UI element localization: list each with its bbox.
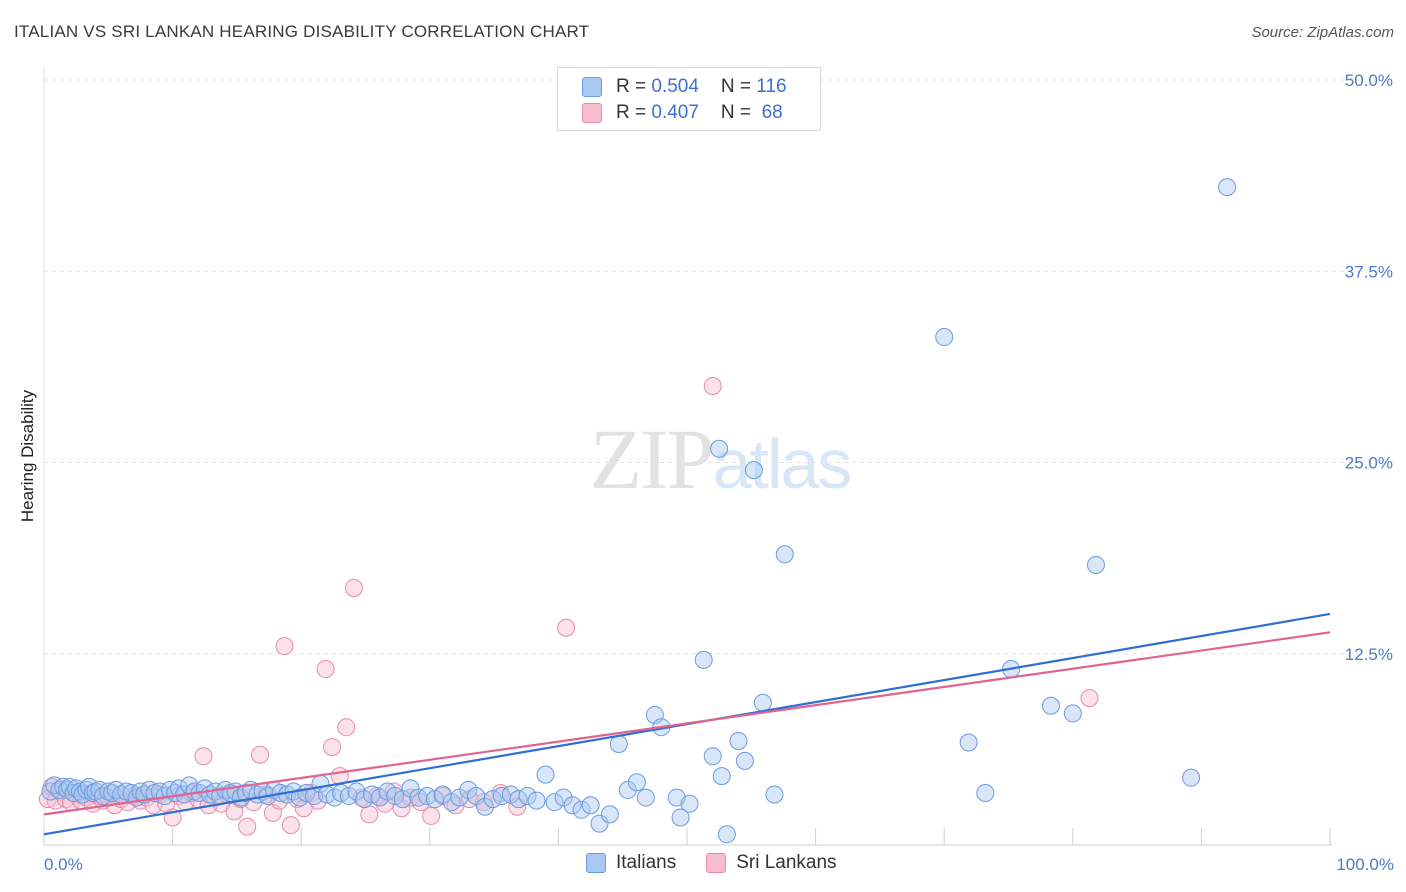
italian-point xyxy=(536,765,555,784)
italian-point xyxy=(545,793,564,812)
srilankan-point xyxy=(281,816,300,835)
srilankan-point xyxy=(238,817,257,836)
legend-row-srilankans: R = 0.407 N = 68 xyxy=(582,101,783,125)
legend-item-italians: Italians xyxy=(586,852,676,874)
watermark-zip: ZIP xyxy=(590,411,713,507)
srilankan-point xyxy=(703,377,722,395)
italian-point xyxy=(1063,704,1082,723)
italian-point xyxy=(976,783,995,802)
legend-n-label: N = xyxy=(720,102,757,123)
srilankan-point xyxy=(422,806,441,825)
trend-lines xyxy=(43,612,1331,836)
srilankans-legend-label: Sri Lankans xyxy=(736,852,837,873)
legend-n-value: 68 xyxy=(756,102,783,123)
legend-r-value: 0.407 xyxy=(651,102,699,123)
italian-point xyxy=(325,788,344,807)
watermark: ZIPatlas xyxy=(590,411,851,507)
italian-point xyxy=(572,800,591,819)
italian-point xyxy=(518,787,537,806)
srilankan-point xyxy=(344,578,363,597)
legend-n-label: N = xyxy=(720,76,757,97)
srilankan-point xyxy=(294,799,313,818)
italian-point xyxy=(554,788,573,807)
italian-point xyxy=(476,797,495,816)
srilankan-point xyxy=(337,718,356,737)
legend-item-srilankans: Sri Lankans xyxy=(706,852,837,874)
srilankans-points xyxy=(38,377,1099,836)
italian-point xyxy=(694,650,713,669)
italian-point xyxy=(710,439,729,458)
y-axis-label: Hearing Disability xyxy=(18,389,37,522)
srilankan-point xyxy=(557,618,576,637)
y-tick-label: 37.5% xyxy=(1345,262,1393,281)
italian-point xyxy=(609,735,628,754)
y-tick-label: 25.0% xyxy=(1345,454,1393,473)
srilankans-swatch xyxy=(582,103,602,123)
source-label: Source: ZipAtlas.com xyxy=(1251,24,1394,41)
watermark-atlas: atlas xyxy=(713,425,851,503)
italian-point xyxy=(744,461,763,480)
italian-point xyxy=(636,788,655,807)
italian-point xyxy=(590,814,609,833)
srilankan-point xyxy=(194,747,213,766)
italian-point xyxy=(775,545,794,564)
series-legend: Italians Sri Lankans xyxy=(586,852,867,874)
italian-point xyxy=(1041,696,1060,715)
srilankan-point xyxy=(251,745,270,764)
italian-point xyxy=(618,780,637,799)
italian-point xyxy=(1218,178,1237,197)
italian-point xyxy=(703,747,722,766)
stats-legend: R = 0.504 N = 116 R = 0.407 N = 68 xyxy=(557,67,821,131)
srilankan-point xyxy=(323,738,342,757)
italian-point xyxy=(765,785,784,804)
italian-point xyxy=(563,796,582,815)
italian-point xyxy=(712,767,731,786)
italian-point xyxy=(170,779,189,798)
italian-point xyxy=(600,805,619,824)
italian-point xyxy=(959,733,978,752)
italian-point xyxy=(671,808,690,827)
italian-point xyxy=(753,693,772,712)
srilankans-legend-swatch xyxy=(706,853,727,873)
legend-row-italians: R = 0.504 N = 116 xyxy=(582,75,787,99)
italian-point xyxy=(527,791,546,810)
italian-point xyxy=(347,782,366,801)
italians-legend-swatch xyxy=(586,853,606,873)
srilankan-point xyxy=(316,660,335,679)
srilankan-point xyxy=(275,637,294,656)
italian-point xyxy=(1182,768,1201,787)
italian-point xyxy=(680,794,699,813)
italians-swatch xyxy=(582,77,602,97)
italian-point xyxy=(1086,556,1105,575)
italians-legend-label: Italians xyxy=(616,852,677,873)
italian-point xyxy=(581,796,600,815)
italian-point xyxy=(290,788,309,807)
y-tick-label: 50.0% xyxy=(1345,71,1393,90)
italian-point xyxy=(71,782,90,801)
x-tick-max: 100.0% xyxy=(1336,855,1394,874)
chart-title: ITALIAN VS SRI LANKAN HEARING DISABILITY… xyxy=(14,22,590,41)
y-axis-ticks: 12.5% 25.0% 37.5% 50.0% xyxy=(1345,71,1393,664)
y-tick-label: 12.5% xyxy=(1345,645,1393,664)
italian-point xyxy=(161,780,180,799)
italian-point xyxy=(401,779,420,798)
italian-point xyxy=(717,825,736,844)
legend-r-label: R = xyxy=(616,76,652,97)
srilankan-point xyxy=(360,805,379,824)
italians-points xyxy=(41,178,1237,844)
italian-point xyxy=(935,328,954,347)
italian-point xyxy=(729,731,748,750)
legend-r-label: R = xyxy=(616,102,652,123)
x-axis xyxy=(43,828,1332,846)
x-tick-min: 0.0% xyxy=(44,855,83,874)
italian-point xyxy=(735,751,754,770)
italian-point xyxy=(627,773,646,792)
gridlines xyxy=(43,68,1360,845)
legend-n-value: 116 xyxy=(756,76,787,97)
legend-r-value: 0.504 xyxy=(651,76,699,97)
srilankan-point xyxy=(1080,689,1099,708)
srilankans-trend-line xyxy=(43,631,1331,816)
